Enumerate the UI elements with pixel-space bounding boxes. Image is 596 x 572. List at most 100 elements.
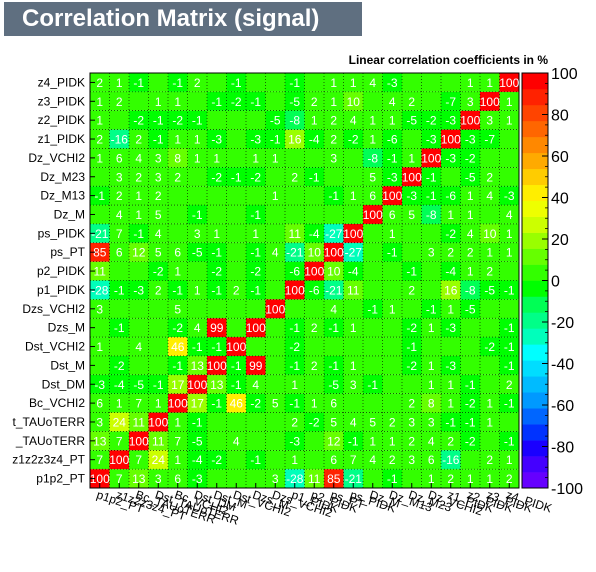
cell-value-label: 1	[389, 434, 396, 448]
cell-value-label: 11	[94, 265, 107, 279]
cell-value-label: -2	[114, 359, 125, 373]
heatmap-cell	[90, 167, 110, 187]
heatmap-cell	[109, 242, 129, 262]
heatmap-cell	[265, 412, 285, 432]
heatmap-cell	[90, 412, 110, 432]
cell-value-label: -3	[192, 472, 203, 486]
heatmap-cell	[402, 450, 422, 470]
heatmap-cell	[90, 431, 110, 451]
heatmap-cell	[324, 110, 344, 130]
heatmap-cell	[480, 129, 500, 149]
heatmap-cell	[226, 469, 246, 488]
cell-value-label: 100	[441, 133, 461, 147]
heatmap-cell	[402, 431, 422, 451]
heatmap-cell	[460, 91, 480, 111]
cell-value-label: 100	[148, 415, 168, 429]
cell-value-label: -1	[231, 359, 242, 373]
heatmap-cell	[304, 167, 324, 187]
heatmap-cell	[460, 186, 480, 206]
y-tick-label: Bc_VCHI2	[29, 396, 85, 410]
colorbar-segment	[522, 264, 548, 281]
heatmap-cell	[363, 431, 383, 451]
heatmap-cell	[207, 412, 227, 432]
heatmap-cell	[499, 355, 519, 375]
cell-value-label: 5	[272, 397, 279, 411]
heatmap-cell	[363, 450, 383, 470]
cell-value-label: -6	[445, 189, 456, 203]
cell-value-label: 46	[230, 397, 244, 411]
heatmap-cell	[285, 186, 305, 206]
y-tick-label: Dst_VCHI2	[25, 340, 85, 354]
heatmap-cell	[382, 337, 402, 356]
heatmap-cell	[480, 450, 500, 470]
heatmap-cell	[324, 129, 344, 149]
heatmap-cell	[265, 205, 285, 224]
heatmap-cell	[246, 73, 266, 92]
cell-value-label: -5	[465, 170, 476, 184]
cell-value-label: 1	[350, 321, 357, 335]
cell-value-label: -1	[426, 302, 437, 316]
heatmap-cell	[421, 299, 441, 319]
heatmap-cell	[168, 186, 188, 206]
y-tick-label: Dz_VCHI2	[28, 151, 85, 165]
heatmap-cell	[168, 393, 188, 413]
heatmap-cell	[148, 91, 168, 111]
y-tick-label: Dzs_VCHI2	[22, 302, 85, 316]
heatmap-cell	[207, 129, 227, 149]
heatmap-cell	[168, 318, 188, 338]
heatmap-cell	[207, 261, 227, 281]
heatmap-cell	[90, 355, 110, 375]
colorbar-segment	[522, 392, 548, 409]
heatmap-cell	[129, 469, 149, 488]
cell-value-label: 3	[155, 151, 162, 165]
cell-value-label: -5	[192, 434, 203, 448]
heatmap-cell	[324, 318, 344, 338]
heatmap-cell	[460, 299, 480, 319]
heatmap-cell	[90, 186, 110, 206]
cell-value-label: -2	[250, 397, 261, 411]
cell-value-label: 2	[311, 321, 318, 335]
cell-value-label: 6	[174, 246, 181, 260]
cell-value-label: -1	[153, 114, 164, 128]
heatmap-cell	[109, 393, 129, 413]
heatmap-cell	[480, 393, 500, 413]
heatmap-cell	[324, 374, 344, 394]
heatmap-cell	[90, 91, 110, 111]
heatmap-cell	[460, 337, 480, 356]
heatmap-cell	[187, 374, 207, 394]
heatmap-cell	[363, 393, 383, 413]
cell-value-label: 100	[109, 453, 129, 467]
heatmap-cell	[168, 223, 188, 243]
heatmap-cell	[148, 223, 168, 243]
cell-value-label: 2	[330, 114, 337, 128]
heatmap-cell	[168, 431, 188, 451]
heatmap-cell	[226, 374, 246, 394]
heatmap-cell	[402, 186, 422, 206]
heatmap-cell	[90, 261, 110, 281]
heatmap-cell	[499, 318, 519, 338]
cell-value-label: -2	[348, 133, 359, 147]
cell-value-label: 4	[330, 302, 337, 316]
heatmap-cell	[402, 261, 422, 281]
heatmap-cell	[304, 299, 324, 319]
heatmap-cell	[90, 318, 110, 338]
colorbar-tick-label: -100	[551, 481, 583, 498]
cell-value-label: -1	[367, 378, 378, 392]
heatmap-cell	[109, 148, 129, 168]
cell-value-label: 3	[408, 453, 415, 467]
cell-value-label: 1	[408, 151, 415, 165]
heatmap-cell	[90, 469, 110, 488]
heatmap-cell	[363, 469, 383, 488]
heatmap-cell	[265, 73, 285, 92]
cell-value-label: 1	[428, 359, 435, 373]
cell-value-label: 6	[174, 472, 181, 486]
heatmap-cell	[343, 167, 363, 187]
y-tick-label: z1_PIDK	[38, 132, 85, 146]
cell-value-label: 7	[135, 453, 142, 467]
heatmap-cell	[343, 450, 363, 470]
cell-value-label: -2	[250, 265, 261, 279]
heatmap-cell	[324, 148, 344, 168]
cell-value-label: -21	[325, 283, 343, 297]
heatmap-cell	[441, 299, 461, 319]
heatmap-cell	[129, 393, 149, 413]
